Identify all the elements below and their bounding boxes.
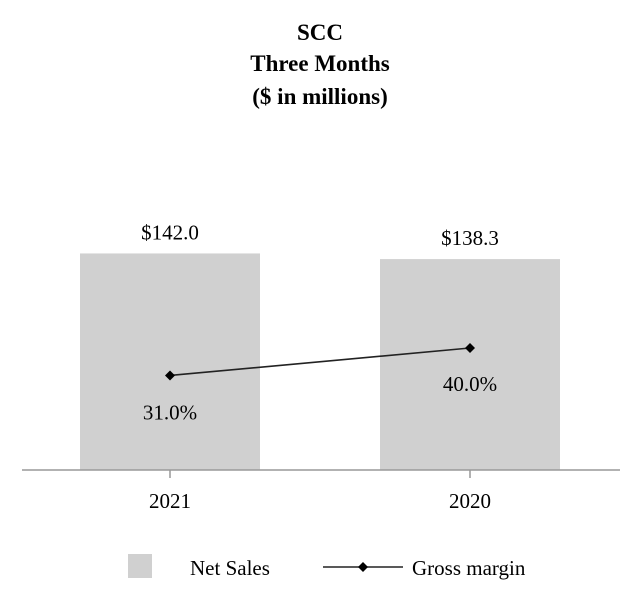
legend-gross-margin-marker [358,562,368,572]
legend-gross-margin-label: Gross margin [412,556,526,580]
legend-net-sales-swatch [128,554,152,578]
net-sales-label-2020: $138.3 [441,226,499,250]
gross-margin-line [169,347,471,377]
chart-title-line-3: ($ in millions) [252,84,388,109]
x-tick-label-2020: 2020 [449,489,491,513]
x-tick-label-2021: 2021 [149,489,191,513]
net-sales-bar-2020 [380,259,560,470]
net-sales-label-2021: $142.0 [141,220,199,244]
gross-margin-marker-2020 [465,343,475,353]
gross-margin-label-2020: 40.0% [443,372,497,396]
chart-title-line-2: Three Months [250,51,390,76]
gross-margin-marker-2021 [165,370,175,381]
gross-margin-label-2021: 31.0% [143,400,197,424]
net-sales-bar-2021 [80,253,260,470]
legend-net-sales-label: Net Sales [190,556,270,580]
chart-title-line-1: SCC [296,20,343,45]
